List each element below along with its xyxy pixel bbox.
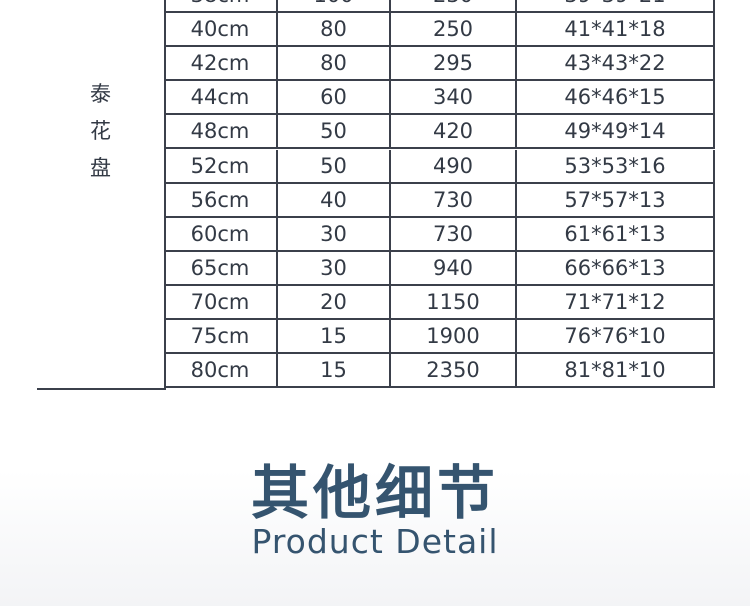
table-cell: 60cm — [164, 217, 278, 252]
table-cell: 2350 — [391, 354, 517, 389]
table-cell: 100 — [278, 0, 391, 14]
table-cell: 61*61*13 — [517, 217, 715, 252]
table-cell: 40cm — [164, 13, 278, 48]
table-row: 65cm 30 940 66*66*13 — [164, 251, 715, 286]
table-row: 48cm 50 420 49*49*14 — [164, 115, 715, 150]
table-cell: 70cm — [164, 285, 278, 320]
table-cell: 80 — [278, 13, 391, 48]
table-cell: 940 — [391, 251, 517, 286]
table-cell: 57*57*13 — [517, 183, 715, 218]
table-row: 75cm 15 1900 76*76*10 — [164, 320, 715, 355]
table-row: 40cm 80 250 41*41*18 — [164, 13, 715, 48]
table-row: 44cm 60 340 46*46*15 — [164, 81, 715, 116]
table-cell: 46*46*15 — [517, 81, 715, 116]
table-cell: 38cm — [164, 0, 278, 14]
table-cell: 50 — [278, 149, 391, 184]
table-cell: 15 — [278, 354, 391, 389]
category-label: 泰花盘 — [90, 82, 111, 180]
table-cell: 52cm — [164, 149, 278, 184]
table-row: 70cm 20 1150 71*71*12 — [164, 285, 715, 320]
table-cell: 420 — [391, 115, 517, 150]
table-cell: 44cm — [164, 81, 278, 116]
table-cell: 15 — [278, 320, 391, 355]
table-cell: 60 — [278, 81, 391, 116]
section-title: 其他细节 — [250, 459, 499, 527]
table-cell: 43*43*22 — [517, 47, 715, 82]
table-row: 42cm 80 295 43*43*22 — [164, 47, 715, 82]
table-cell: 30 — [278, 217, 391, 252]
table-cell: 30 — [278, 251, 391, 286]
table-cell: 49*49*14 — [517, 115, 715, 150]
table-cell: 42cm — [164, 47, 278, 82]
table-cell: 53*53*16 — [517, 149, 715, 184]
table-cell: 71*71*12 — [517, 285, 715, 320]
table-cell: 56cm — [164, 183, 278, 218]
table-cell: 75cm — [164, 320, 278, 355]
table-cell: 48cm — [164, 115, 278, 150]
table-cell: 490 — [391, 149, 517, 184]
table-cell: 80 — [278, 47, 391, 82]
category-cell: 泰花盘 — [37, 0, 166, 390]
table-cell: 65cm — [164, 251, 278, 286]
table-row: 60cm 30 730 61*61*13 — [164, 217, 715, 252]
table-cell: 20 — [278, 285, 391, 320]
table-cell: 230 — [391, 0, 517, 14]
table-cell: 340 — [391, 81, 517, 116]
table-cell: 66*66*13 — [517, 251, 715, 286]
table-cell: 50 — [278, 115, 391, 150]
table-cell: 730 — [391, 217, 517, 252]
table-cell: 81*81*10 — [517, 354, 715, 389]
table-row: 56cm 40 730 57*57*13 — [164, 183, 715, 218]
table-cell: 295 — [391, 47, 517, 82]
table-row: 52cm 50 490 53*53*16 — [164, 149, 715, 184]
table-cell: 1900 — [391, 320, 517, 355]
table-cell: 76*76*10 — [517, 320, 715, 355]
table-cell: 39*39*21 — [517, 0, 715, 14]
table-cell: 41*41*18 — [517, 13, 715, 48]
table-cell: 80cm — [164, 354, 278, 389]
table-cell: 40 — [278, 183, 391, 218]
table-row: 80cm 15 2350 81*81*10 — [164, 354, 715, 389]
section-subtitle: Product Detail — [251, 522, 499, 561]
table-cell: 730 — [391, 183, 517, 218]
table-row: 38cm10023039*39*21 — [164, 0, 715, 14]
table-cell: 250 — [391, 13, 517, 48]
table-cell: 1150 — [391, 285, 517, 320]
